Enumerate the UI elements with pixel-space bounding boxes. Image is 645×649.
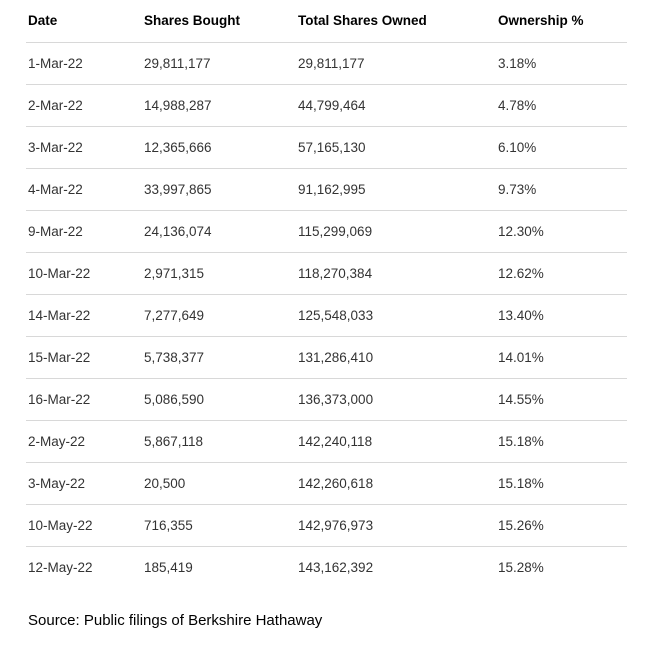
cell-date: 2-Mar-22 [26,84,142,127]
cell-shares-bought: 20,500 [142,462,296,505]
cell-date: 1-Mar-22 [26,42,142,85]
cell-total-shares-owned: 142,976,973 [296,504,496,547]
table-header-row: Date Shares Bought Total Shares Owned Ow… [26,0,627,43]
table-row: 16-Mar-22 5,086,590 136,373,000 14.55% [26,378,627,421]
cell-total-shares-owned: 125,548,033 [296,294,496,337]
cell-ownership-percent: 15.18% [496,462,627,505]
cell-date: 2-May-22 [26,420,142,463]
cell-date: 15-Mar-22 [26,336,142,379]
table-row: 4-Mar-22 33,997,865 91,162,995 9.73% [26,168,627,211]
table-row: 3-May-22 20,500 142,260,618 15.18% [26,462,627,505]
cell-date: 10-Mar-22 [26,252,142,295]
cell-shares-bought: 716,355 [142,504,296,547]
cell-ownership-percent: 14.01% [496,336,627,379]
cell-shares-bought: 5,086,590 [142,378,296,421]
cell-ownership-percent: 3.18% [496,42,627,85]
table-row: 2-Mar-22 14,988,287 44,799,464 4.78% [26,84,627,127]
column-header-ownership-percent: Ownership % [496,0,627,43]
table-row: 1-Mar-22 29,811,177 29,811,177 3.18% [26,42,627,85]
cell-total-shares-owned: 136,373,000 [296,378,496,421]
cell-ownership-percent: 15.18% [496,420,627,463]
cell-date: 3-Mar-22 [26,126,142,169]
table-row: 9-Mar-22 24,136,074 115,299,069 12.30% [26,210,627,253]
table-row: 14-Mar-22 7,277,649 125,548,033 13.40% [26,294,627,337]
cell-date: 12-May-22 [28,559,93,575]
table-body: 1-Mar-22 29,811,177 29,811,177 3.18% 2-Mar-2… [26,42,627,588]
cell-ownership-percent: 9.73% [496,168,627,211]
table-row: 12-May-22 185,419 143,162,392 15.28% [26,546,627,588]
cell-total-shares-owned: 143,162,392 [298,559,374,575]
table-row: 15-Mar-22 5,738,377 131,286,410 14.01% [26,336,627,379]
cell-date: 10-May-22 [26,504,142,547]
cell-shares-bought: 24,136,074 [142,210,296,253]
cell-shares-bought: 5,738,377 [142,336,296,379]
cell-ownership-percent: 15.26% [496,504,627,547]
cell-ownership-percent: 12.62% [496,252,627,295]
table-header: Date Shares Bought Total Shares Owned Ow… [26,0,627,43]
cell-total-shares-owned: 44,799,464 [296,84,496,127]
cell-ownership-percent: 15.28% [498,559,544,575]
cell-shares-bought: 12,365,666 [142,126,296,169]
cell-shares-bought: 33,997,865 [142,168,296,211]
cell-total-shares-owned: 29,811,177 [296,42,496,85]
cell-shares-bought: 14,988,287 [142,84,296,127]
source-note: Source: Public filings of Berkshire Hath… [28,612,323,629]
shares-table: Date Shares Bought Total Shares Owned Ow… [26,0,627,588]
cell-date: 16-Mar-22 [26,378,142,421]
cell-total-shares-owned: 115,299,069 [296,210,496,253]
cell-total-shares-owned: 142,260,618 [296,462,496,505]
table-row: 3-Mar-22 12,365,666 57,165,130 6.10% [26,126,627,169]
cell-ownership-percent: 12.30% [496,210,627,253]
table-row: 10-May-22 716,355 142,976,973 15.26% [26,504,627,547]
column-header-total-shares-owned: Total Shares Owned [296,0,496,43]
cell-shares-bought: 7,277,649 [142,294,296,337]
cell-ownership-percent: 14.55% [496,378,627,421]
cell-date: 3-May-22 [26,462,142,505]
cell-date: 4-Mar-22 [26,168,142,211]
cell-shares-bought: 29,811,177 [142,42,296,85]
cell-ownership-percent: 13.40% [496,294,627,337]
cell-shares-bought: 2,971,315 [142,252,296,295]
cell-total-shares-owned: 57,165,130 [296,126,496,169]
cell-total-shares-owned: 91,162,995 [296,168,496,211]
cell-date: 14-Mar-22 [26,294,142,337]
column-header-shares-bought: Shares Bought [142,0,296,43]
cell-shares-bought: 185,419 [144,559,193,575]
cell-total-shares-owned: 142,240,118 [296,420,496,463]
cell-date: 9-Mar-22 [26,210,142,253]
column-header-date: Date [26,0,142,43]
table-row: 10-Mar-22 2,971,315 118,270,384 12.62% [26,252,627,295]
cell-total-shares-owned: 131,286,410 [296,336,496,379]
cell-ownership-percent: 6.10% [496,126,627,169]
cell-ownership-percent: 4.78% [496,84,627,127]
cell-total-shares-owned: 118,270,384 [296,252,496,295]
cell-shares-bought: 5,867,118 [142,420,296,463]
table-row: 2-May-22 5,867,118 142,240,118 15.18% [26,420,627,463]
